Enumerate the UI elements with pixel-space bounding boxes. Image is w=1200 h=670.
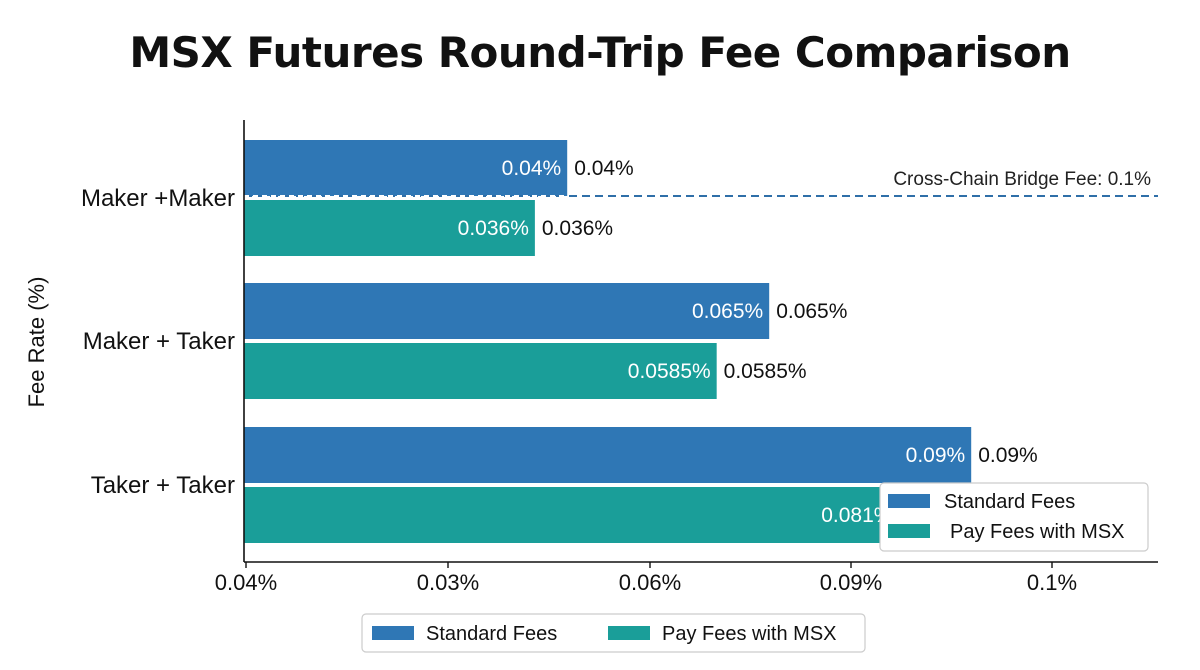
- x-tick-label: 0.1%: [1027, 570, 1077, 595]
- x-tick-label: 0.03%: [417, 570, 479, 595]
- bar-inner-label: 0.04%: [502, 157, 562, 180]
- reference-line-layer: Cross-Chain Bridge Fee: 0.1%: [244, 169, 1158, 197]
- bar-inner-label: 0.0585%: [628, 360, 711, 383]
- legend-entry-label: Pay Fees with MSX: [662, 623, 837, 645]
- bar-msx-0: [244, 200, 535, 256]
- bars-layer: 0.04% 0.04% 0.036% 0.036% 0.065% 0.065% 0.0585…: [244, 140, 1038, 543]
- bar-value-label: 0.036%: [542, 217, 613, 240]
- bar-inner-label: 0.036%: [458, 217, 529, 240]
- axes-layer: Maker +Maker Maker + Taker Taker + Taker 0.…: [24, 120, 1158, 595]
- legend-entry-label: Pay Fees with MSX: [950, 521, 1125, 543]
- bar-msx-2: [244, 487, 899, 543]
- category-label: Taker + Taker: [91, 472, 235, 499]
- bar-value-label: 0.0585%: [724, 360, 807, 383]
- y-axis-label: Fee Rate (%): [24, 277, 49, 408]
- legend-swatch: [608, 626, 650, 640]
- x-tick-label: 0.09%: [820, 570, 882, 595]
- legend-frame: [879, 482, 1149, 552]
- legend-swatch: [372, 626, 414, 640]
- bar-inner-label: 0.065%: [692, 300, 763, 323]
- bar-value-label: 0.04%: [574, 157, 634, 180]
- bar-value-label: 0.09%: [978, 444, 1038, 467]
- legend-bottom: Standard Fees Pay Fees with MSX: [361, 613, 866, 653]
- category-label: Maker +Maker: [81, 185, 235, 212]
- bar-inner-label: 0.081%: [821, 504, 892, 527]
- legend-entry-label: Standard Fees: [426, 623, 557, 645]
- bar-inner-label: 0.09%: [906, 444, 966, 467]
- bar-standard-2: [244, 427, 972, 483]
- legend-swatch: [888, 494, 930, 508]
- reference-line-label: Cross-Chain Bridge Fee: 0.1%: [893, 169, 1151, 190]
- legend-swatch: [888, 524, 930, 538]
- x-tick-label: 0.04%: [215, 570, 277, 595]
- legend-entry-label: Standard Fees: [944, 491, 1075, 513]
- bar-msx-1: [244, 343, 717, 399]
- bar-standard-0: [244, 140, 568, 196]
- bar-value-label: 0.065%: [776, 300, 847, 323]
- x-tick-label: 0.06%: [619, 570, 681, 595]
- legend-in-plot: Standard Fees Pay Fees with MSX: [879, 482, 1149, 552]
- category-label: Maker + Taker: [83, 328, 235, 355]
- chart-title: MSX Futures Round-Trip Fee Comparison: [129, 28, 1071, 77]
- bar-standard-1: [244, 283, 770, 339]
